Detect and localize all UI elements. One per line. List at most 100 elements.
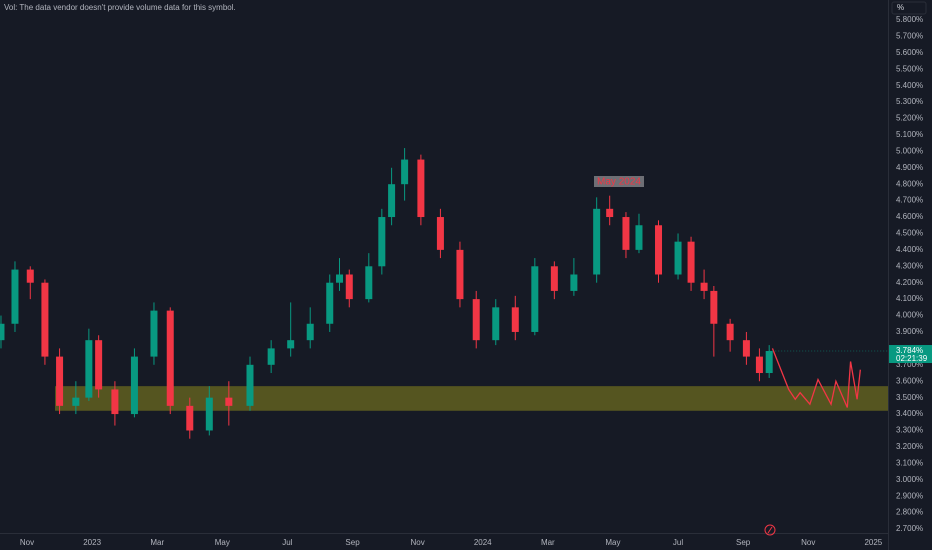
candle-body (72, 397, 80, 406)
candle-body (95, 340, 103, 390)
candle-body (700, 282, 708, 291)
x-tick-label: Jul (282, 538, 292, 547)
candle-body (550, 266, 558, 291)
x-tick-label: Sep (736, 538, 751, 547)
candle-body (205, 397, 213, 431)
candle-body (655, 225, 663, 275)
y-tick-label: 4.400% (896, 245, 923, 254)
candle-body (456, 249, 464, 300)
candle-body (41, 282, 49, 357)
y-tick-label: 5.300% (896, 97, 923, 106)
candle-body (511, 307, 519, 332)
x-tick-label: Jul (673, 538, 683, 547)
candle-body (306, 323, 314, 341)
candle-body (225, 397, 233, 406)
candle-body (186, 405, 194, 431)
y-tick-label: 3.400% (896, 409, 923, 418)
y-tick-label: 3.000% (896, 475, 923, 484)
y-tick-label: 3.100% (896, 458, 923, 467)
y-tick-label: 3.500% (896, 393, 923, 402)
candle-body (287, 340, 295, 349)
candle-body (26, 269, 34, 283)
candle-body (742, 340, 750, 357)
y-tick-label: 4.000% (896, 311, 923, 320)
y-tick-label: 5.400% (896, 81, 923, 90)
y-tick-label: 4.100% (896, 294, 923, 303)
candle-body (0, 323, 5, 341)
candle-body (687, 241, 695, 283)
y-tick-label: 5.600% (896, 48, 923, 57)
last-price-bg (889, 345, 932, 364)
candle-body (56, 356, 64, 406)
candle-body (472, 299, 480, 341)
y-tick-label: 3.200% (896, 442, 923, 451)
x-tick-label: 2024 (474, 538, 492, 547)
y-tick-label: 3.300% (896, 426, 923, 435)
annotation: May 2024 (597, 177, 641, 188)
x-tick-label: Sep (345, 538, 360, 547)
x-tick-label: May (215, 538, 230, 547)
countdown: 02:21:39 (896, 354, 928, 363)
y-tick-label: 4.800% (896, 179, 923, 188)
y-tick-label: 4.700% (896, 196, 923, 205)
x-tick-label: Mar (150, 538, 164, 547)
candle-body (436, 217, 444, 250)
candle-body (246, 364, 254, 406)
candle-body (531, 266, 539, 332)
speed-icon (764, 524, 776, 536)
candle-body (674, 241, 682, 275)
y-tick-label: 5.200% (896, 114, 923, 123)
projection-line (771, 348, 861, 408)
y-tick-label: 2.700% (896, 524, 923, 533)
y-tick-label: 5.700% (896, 32, 923, 41)
unit-button-label[interactable]: % (897, 3, 904, 12)
y-tick-label: 4.900% (896, 163, 923, 172)
x-tick-label: Nov (20, 538, 34, 547)
y-tick-label: 5.500% (896, 64, 923, 73)
y-tick-label: 5.100% (896, 130, 923, 139)
candle-body (11, 269, 19, 324)
candle-body (492, 307, 500, 341)
y-tick-label: 2.900% (896, 491, 923, 500)
annotation-bg (594, 176, 644, 187)
volume-note: Vol: The data vendor doesn't provide vol… (4, 3, 236, 12)
candle-body (726, 323, 734, 341)
candle-body (765, 351, 773, 374)
candle-body (570, 274, 578, 291)
y-tick-label: 4.600% (896, 212, 923, 221)
candle-body (401, 159, 409, 185)
candle-body (85, 340, 93, 398)
candle-body (606, 208, 614, 218)
candle-body (755, 356, 763, 374)
candle-body (326, 282, 334, 324)
candle-body (388, 184, 396, 218)
y-tick-label: 4.500% (896, 229, 923, 238)
candle-body (267, 348, 275, 365)
candle-body (417, 159, 425, 218)
candle-body (622, 217, 630, 250)
candle-body (166, 310, 174, 406)
x-tick-label: 2023 (83, 538, 101, 547)
candle-body (710, 290, 718, 324)
unit-button[interactable] (891, 1, 927, 15)
support-zone (55, 386, 889, 411)
candle-body (150, 310, 158, 357)
x-tick-label: May (605, 538, 620, 547)
candle-body (111, 389, 119, 415)
candle-body (593, 208, 601, 275)
x-tick-label: Mar (541, 538, 555, 547)
candle-body (345, 274, 353, 300)
y-tick-label: 3.900% (896, 327, 923, 336)
x-tick-label: 2025 (864, 538, 882, 547)
y-tick-label: 3.700% (896, 360, 923, 369)
x-tick-label: Nov (801, 538, 815, 547)
y-tick-label: 2.800% (896, 508, 923, 517)
y-tick-label: 5.000% (896, 146, 923, 155)
x-tick-label: Nov (411, 538, 425, 547)
y-tick-label: 4.300% (896, 261, 923, 270)
candle-body (336, 274, 344, 283)
last-price-label: 3.784% (896, 346, 923, 355)
